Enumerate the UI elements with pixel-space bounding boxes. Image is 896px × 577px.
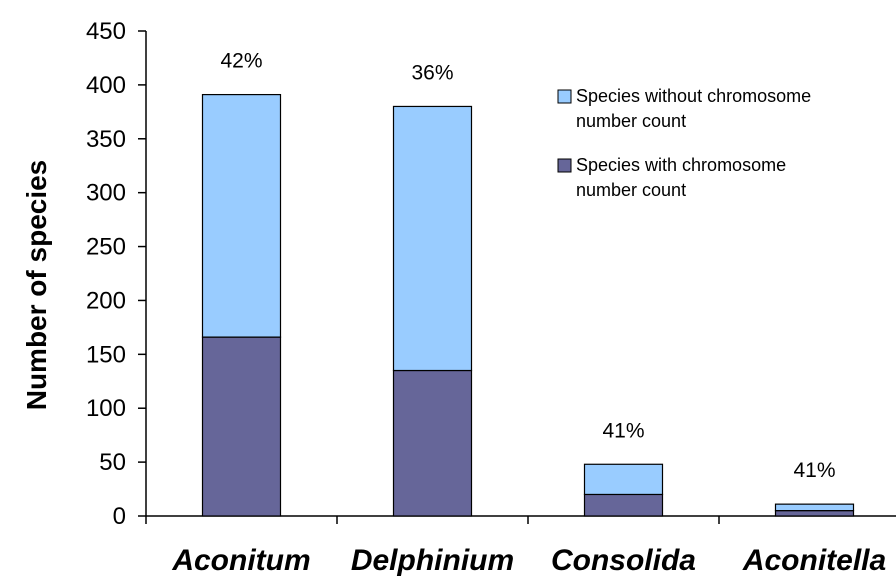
bar-segment-with-count	[774, 510, 855, 517]
bar-segment-with-count	[201, 336, 282, 517]
category-label: Consolida	[551, 544, 696, 577]
category-label: Aconitella	[742, 544, 886, 577]
y-tick-label: 0	[113, 503, 126, 530]
y-tick-label: 300	[86, 180, 126, 207]
y-tick-label: 50	[99, 449, 126, 476]
percent-label: 36%	[411, 61, 453, 84]
percent-label: 42%	[220, 50, 262, 73]
category-label: Delphinium	[351, 544, 514, 577]
bar-segment-without-count	[392, 105, 473, 372]
bar-segment-without-count	[201, 93, 282, 338]
y-tick-label: 450	[86, 18, 126, 45]
percent-label: 41%	[793, 459, 835, 482]
y-tick-label: 150	[86, 341, 126, 368]
legend-swatch	[557, 158, 572, 173]
y-tick-label: 200	[86, 287, 126, 314]
bar-segment-with-count	[583, 493, 664, 517]
category-labels: Aconitum Delphinium Consolida Aconitella	[171, 544, 886, 577]
legend-label: number count	[576, 111, 686, 131]
y-axis-title-group: Number of species	[21, 160, 52, 411]
y-axis-ticks: 0 50 100 150 200 250 300 350 400 450	[86, 18, 146, 530]
legend-label: Species without chromosome	[576, 86, 811, 106]
legend: Species without chromosome number count Sp…	[557, 86, 811, 200]
y-axis-title: Number of species	[21, 160, 52, 411]
legend-label: Species with chromosome	[576, 155, 786, 175]
bars	[201, 93, 855, 517]
y-tick-label: 100	[86, 395, 126, 422]
percent-labels: 42% 36% 41% 41%	[220, 50, 835, 483]
legend-label: number count	[576, 180, 686, 200]
y-tick-label: 400	[86, 72, 126, 99]
category-label: Aconitum	[171, 544, 310, 577]
bar-segment-without-count	[583, 463, 664, 496]
y-tick-label: 350	[86, 126, 126, 153]
percent-label: 41%	[602, 419, 644, 442]
bar-segment-with-count	[392, 369, 473, 517]
x-axis-ticks	[145, 516, 720, 524]
legend-swatch	[557, 89, 572, 104]
y-tick-label: 250	[86, 234, 126, 261]
bar-segment-without-count	[774, 503, 855, 512]
